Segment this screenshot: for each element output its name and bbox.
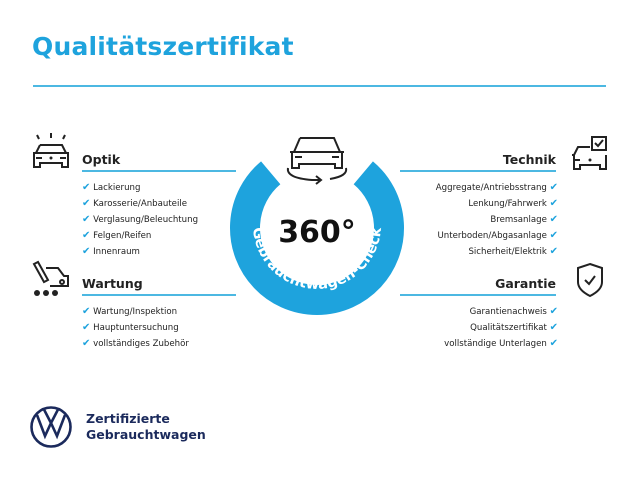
list-item: Garantienachweis ✔ [469,306,558,317]
section-title-wartung: Wartung [82,276,143,291]
check-icon: ✔ [549,214,558,225]
check-icon: ✔ [549,246,558,257]
list-item: ✔ Wartung/Inspektion [82,306,178,317]
check-icon: ✔ [82,246,91,257]
list-item: Bremsanlage ✔ [490,214,558,225]
list-item: vollständige Unterlagen ✔ [444,338,558,349]
car-checkbox-icon [572,136,607,170]
list-item: ✔ Innenraum [82,246,140,257]
check-icon: ✔ [82,322,91,333]
list-item: ✔ Hauptuntersuchung [82,322,179,333]
garantie-list: Garantienachweis ✔ Qualitätszertifikat ✔… [444,304,558,352]
title-divider [33,85,606,87]
footer-brand-text: Zertifizierte Gebrauchtwagen [86,411,206,442]
wartung-divider [82,294,236,296]
check-icon: ✔ [82,230,91,241]
list-item: Qualitätszertifikat ✔ [470,322,558,333]
check-icon: ✔ [549,338,558,349]
vw-logo [30,406,72,448]
section-title-garantie: Garantie [495,276,556,291]
list-item: Sicherheit/Elektrik ✔ [468,246,558,257]
check-icon: ✔ [82,214,91,225]
list-item: ✔ vollständiges Zubehör [82,338,189,349]
section-title-optik: Optik [82,152,121,167]
list-item: Unterboden/Abgasanlage ✔ [437,230,559,241]
page-title: Qualitätszertifikat [32,32,294,61]
check-icon: ✔ [82,182,91,193]
car-lights-icon [33,133,69,168]
check-icon: ✔ [549,230,558,241]
optik-divider [82,170,236,172]
ring-arc [230,161,404,315]
label-360: 360° [278,215,356,250]
check-icon: ✔ [549,198,558,209]
check-icon: ✔ [82,306,91,317]
check-icon: ✔ [549,306,558,317]
technik-list: Aggregate/Antriebsstrang ✔ Lenkung/Fahrw… [436,180,558,260]
section-title-technik: Technik [502,152,556,167]
optik-list: ✔ Lackierung ✔ Karosserie/Anbauteile ✔ V… [82,180,198,260]
list-item: Lenkung/Fahrwerk ✔ [468,198,558,209]
list-item: ✔ Lackierung [82,182,141,193]
garantie-divider [400,294,556,296]
car-rotate-icon [286,137,348,185]
check-icon: ✔ [82,198,91,209]
list-item: ✔ Felgen/Reifen [82,230,152,241]
wartung-list: ✔ Wartung/Inspektion ✔ Hauptuntersuchung… [82,304,189,352]
service-tools-icon [32,260,69,296]
check-icon: ✔ [549,322,558,333]
technik-divider [400,170,556,172]
list-item: ✔ Verglasung/Beleuchtung [82,214,199,225]
check-icon: ✔ [82,338,91,349]
list-item: Aggregate/Antriebsstrang ✔ [435,182,558,193]
shield-check-icon [577,262,603,298]
check-icon: ✔ [549,182,558,193]
list-item: ✔ Karosserie/Anbauteile [82,198,188,209]
